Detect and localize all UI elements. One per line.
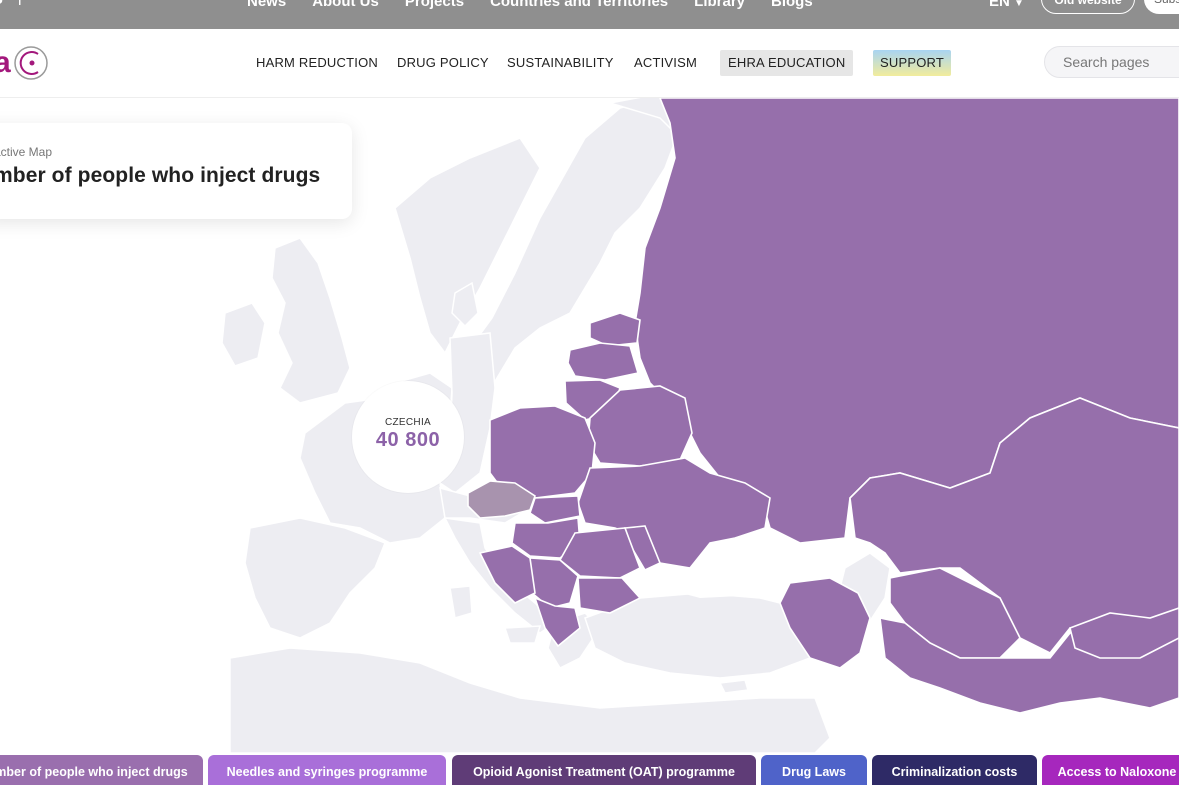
tab-needles-syringes[interactable]: Needles and syringes programme xyxy=(208,755,446,785)
top-nav-countries[interactable]: Countries and Territories xyxy=(490,0,669,10)
nav-support[interactable]: SUPPORT xyxy=(873,50,952,76)
subscribe-button[interactable]: Subscribe xyxy=(1144,0,1179,14)
tooltip-country-value: 40 800 xyxy=(375,429,441,451)
nav-drug-policy[interactable]: DRUG POLICY xyxy=(397,55,489,70)
facebook-icon[interactable]: f xyxy=(17,0,23,9)
logo[interactable]: a xyxy=(0,45,49,81)
search-input[interactable]: Search pages xyxy=(1044,46,1179,78)
language-selector[interactable]: EN ▼ xyxy=(989,0,1024,10)
top-nav-blogs[interactable]: Blogs xyxy=(771,0,813,10)
top-nav-library[interactable]: Library xyxy=(694,0,746,10)
map-title: mber of people who inject drugs xyxy=(0,164,321,187)
top-nav: News About Us Projects Countries and Ter… xyxy=(247,0,813,10)
map-subtitle: active Map xyxy=(0,145,53,159)
old-website-button[interactable]: Old website xyxy=(1041,0,1135,14)
header: a HARM REDUCTION DRUG POLICY SUSTAINABIL… xyxy=(0,29,1179,98)
country-czechia[interactable] xyxy=(467,480,536,519)
nav-ehra-education[interactable]: EHRA EDUCATION xyxy=(720,50,854,76)
top-nav-news[interactable]: News xyxy=(247,0,287,10)
social-links: ● f xyxy=(0,0,22,10)
social-icon[interactable]: ● xyxy=(0,0,4,10)
logo-text: a xyxy=(0,46,11,79)
logo-mark-icon xyxy=(13,46,48,80)
tab-criminalization-costs[interactable]: Criminalization costs xyxy=(872,755,1037,785)
map-title-card: active Map mber of people who inject dru… xyxy=(0,123,352,219)
main-nav: HARM REDUCTION DRUG POLICY SUSTAINABILIT… xyxy=(0,50,1179,76)
top-utility-bar: ● f News About Us Projects Countries and… xyxy=(0,0,1179,29)
nav-sustainability[interactable]: SUSTAINABILITY xyxy=(507,55,614,70)
interactive-map[interactable] xyxy=(0,98,1179,753)
tab-oat-programme[interactable]: Opioid Agonist Treatment (OAT) programme xyxy=(452,755,756,785)
language-label: EN xyxy=(989,0,1010,10)
top-nav-projects[interactable]: Projects xyxy=(404,0,465,10)
tab-drug-laws[interactable]: Drug Laws xyxy=(761,755,867,785)
nav-activism[interactable]: ACTIVISM xyxy=(634,55,697,70)
map-canvas[interactable] xyxy=(0,98,1179,753)
active-countries[interactable] xyxy=(478,98,1179,714)
tooltip-country-name: CZECHIA xyxy=(385,417,431,428)
nav-harm-reduction[interactable]: HARM REDUCTION xyxy=(256,55,378,70)
tab-access-to-naloxone[interactable]: Access to Naloxone xyxy=(1042,755,1179,785)
tab-people-who-inject-drugs[interactable]: mber of people who inject drugs xyxy=(0,755,203,785)
chevron-down-icon: ▼ xyxy=(1014,0,1024,9)
top-nav-about[interactable]: About Us xyxy=(312,0,379,10)
indicator-tabs: mber of people who inject drugs Needles … xyxy=(0,755,1179,785)
country-tooltip: CZECHIA 40 800 xyxy=(352,381,464,493)
